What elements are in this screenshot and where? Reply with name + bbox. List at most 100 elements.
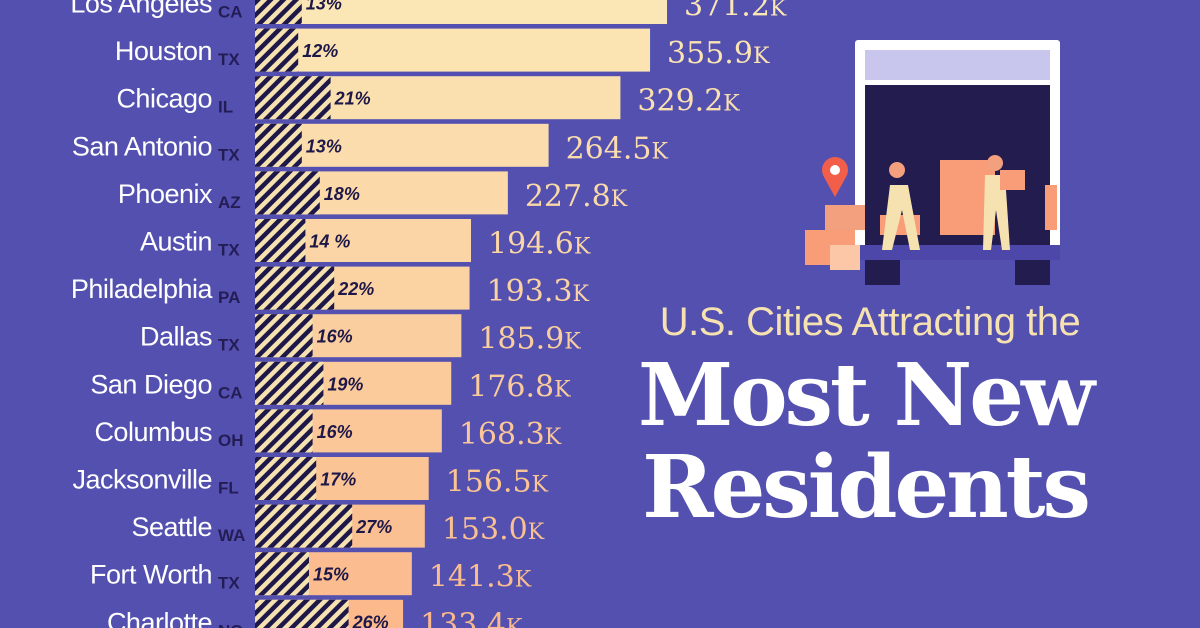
city-label: Charlotte [107, 607, 212, 628]
bar-row: Jacksonville FL 17% 156.5K [72, 457, 549, 500]
title-line-1: Most New [638, 345, 1095, 446]
bar-percent-hatch [255, 599, 349, 628]
value-label: 141.3K [429, 560, 532, 595]
bar-row: Charlotte NC 26% 133.4K [107, 599, 523, 628]
state-label: TX [218, 50, 240, 69]
bar-row: Dallas TX 16% 185.9K [140, 314, 581, 358]
value-label: 185.9K [478, 322, 581, 357]
percent-label: 26% [352, 612, 389, 628]
value-unit: K [564, 330, 581, 355]
city-label: Fort Worth [90, 560, 212, 590]
value-unit: K [515, 568, 532, 593]
city-label: Chicago [116, 84, 212, 114]
bar-row: San Antonio TX 13% 264.5K [72, 123, 669, 167]
percent-label: 15% [313, 565, 349, 585]
bar-percent-hatch [255, 504, 353, 548]
city-label: Dallas [140, 322, 212, 352]
value-label: 264.5K [566, 131, 669, 166]
value-unit: K [506, 615, 523, 628]
bar [255, 28, 651, 72]
bar-percent-hatch [255, 28, 299, 72]
city-label: Los Angeles [70, 0, 212, 19]
state-label: OH [218, 431, 244, 450]
percent-label: 16% [317, 327, 353, 347]
state-label: FL [218, 479, 239, 498]
value-label: 227.8K [525, 179, 628, 214]
bar-row: Philadelphia PA 22% 193.3K [71, 266, 590, 310]
state-label: CA [218, 3, 243, 22]
bar-percent-hatch [255, 0, 302, 24]
state-label: TX [218, 145, 240, 164]
title-line-2: Residents [642, 437, 1091, 538]
city-label: Phoenix [118, 179, 213, 209]
value-unit: K [651, 139, 668, 164]
city-label: Seattle [131, 512, 212, 542]
state-label: CA [218, 383, 243, 402]
city-label: San Diego [90, 369, 212, 399]
bar-percent-hatch [255, 552, 309, 596]
value-label: 133.4K [420, 607, 523, 628]
chart-title: Most New Residents [630, 350, 1100, 534]
bar-row: Fort Worth TX 15% 141.3K [90, 552, 532, 596]
percent-label: 19% [327, 374, 363, 394]
value-unit: K [554, 377, 571, 402]
value-unit: K [545, 425, 562, 450]
bar-percent-hatch [255, 409, 313, 453]
city-label: Columbus [94, 417, 212, 447]
percent-label: 27% [355, 517, 392, 537]
percent-label: 22% [337, 279, 374, 299]
moving-truck-icon [805, 40, 1060, 285]
percent-label: 13% [306, 0, 342, 14]
bar-percent-hatch [255, 219, 306, 262]
city-label: Jacksonville [72, 465, 212, 495]
percent-label: 17% [320, 470, 356, 490]
city-label: San Antonio [72, 131, 212, 161]
bar-row: Houston TX 12% 355.9K [115, 28, 770, 72]
city-label: Austin [140, 227, 212, 257]
value-unit: K [753, 44, 770, 69]
bar-percent-hatch [255, 361, 324, 405]
bar [255, 123, 549, 167]
value-unit: K [723, 92, 740, 117]
bar-percent-hatch [255, 171, 320, 215]
percent-label: 21% [334, 89, 371, 109]
percent-label: 14 % [309, 232, 350, 252]
bar-row: Columbus OH 16% 168.3K [94, 409, 562, 453]
bar-percent-hatch [255, 314, 313, 358]
state-label: PA [218, 288, 240, 307]
value-label: 193.3K [487, 274, 590, 309]
city-label: Philadelphia [71, 274, 214, 304]
value-unit: K [574, 235, 591, 260]
value-label: 156.5K [446, 465, 549, 500]
bar [255, 0, 668, 24]
bar-row: Los Angeles CA 13% 371.2K [70, 0, 787, 24]
percent-label: 12% [302, 41, 338, 61]
value-label: 194.6K [488, 227, 591, 262]
state-label: TX [218, 574, 240, 593]
value-unit: K [532, 473, 549, 498]
state-label: TX [218, 336, 240, 355]
value-label: 153.0K [442, 512, 545, 547]
bar-percent-hatch [255, 457, 317, 500]
percent-label: 18% [324, 184, 360, 204]
bar-percent-hatch [255, 123, 302, 167]
value-label: 371.2K [684, 0, 787, 24]
moving-truck-illustration [790, 35, 1080, 300]
bar-row: Seattle WA 27% 153.0K [131, 504, 545, 548]
bar-row: Austin TX 14 % 194.6K [140, 219, 591, 262]
state-label: WA [218, 526, 245, 545]
value-label: 168.3K [459, 417, 562, 452]
bar-percent-hatch [255, 266, 335, 310]
value-label: 355.9K [667, 36, 770, 71]
value-unit: K [528, 520, 545, 545]
bar-percent-hatch [255, 76, 331, 120]
state-label: NC [218, 621, 243, 628]
percent-label: 13% [306, 136, 342, 156]
value-unit: K [572, 282, 589, 307]
chart-subtitle: U.S. Cities Attracting the [659, 300, 1081, 344]
percent-label: 16% [317, 422, 353, 442]
bar-row: Phoenix AZ 18% 227.8K [118, 171, 628, 215]
state-label: TX [218, 241, 240, 260]
bar-row: San Diego CA 19% 176.8K [90, 361, 571, 405]
